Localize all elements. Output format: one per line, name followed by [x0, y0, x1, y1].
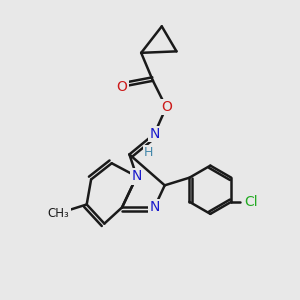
Text: O: O: [117, 80, 128, 94]
Text: Cl: Cl: [244, 195, 258, 209]
Text: N: N: [132, 169, 142, 184]
Text: CH₃: CH₃: [48, 207, 70, 220]
Text: N: N: [149, 127, 160, 141]
Text: O: O: [161, 100, 172, 114]
Text: N: N: [149, 200, 160, 214]
Text: H: H: [144, 146, 153, 159]
